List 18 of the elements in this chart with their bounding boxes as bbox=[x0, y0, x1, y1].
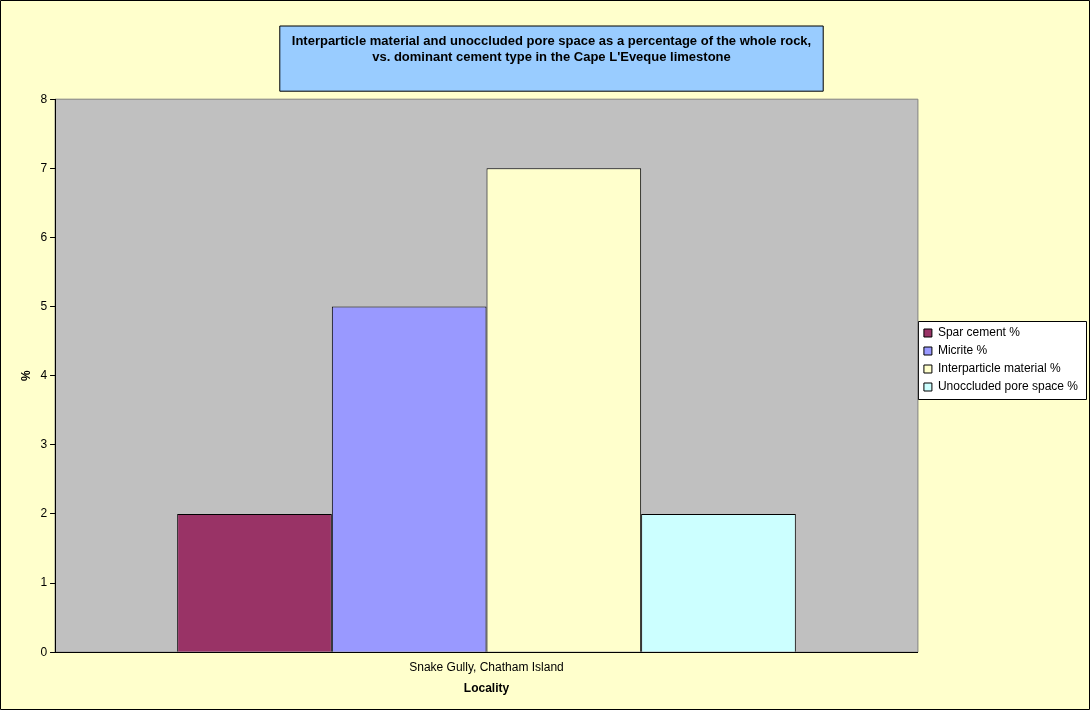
legend-label: Spar cement % bbox=[937, 325, 1021, 340]
y-tick-label: 6 bbox=[40, 229, 48, 244]
text: Interparticle material and unoccluded pore space as a percentage of the whole rock, bbox=[291, 33, 812, 49]
text: vs. dominant cement type in the Cape L'Eveque limestone bbox=[372, 48, 731, 64]
y-tick-label: 0 bbox=[40, 644, 48, 659]
y-tick-label: 5 bbox=[40, 298, 48, 313]
x-tick-label: Snake Gully, Chatham Island bbox=[409, 659, 564, 674]
y-tick-label: 2 bbox=[40, 506, 48, 521]
y-tick-label: 3 bbox=[40, 437, 48, 452]
legend-label: Interparticle material % bbox=[937, 361, 1061, 376]
y-tick-label: 4 bbox=[40, 368, 48, 383]
y-tick-label: 7 bbox=[40, 160, 48, 175]
y-axis-title: % bbox=[18, 370, 33, 382]
y-tick-label: 1 bbox=[40, 575, 48, 590]
y-tick-label: 8 bbox=[40, 91, 48, 106]
legend-label: Unoccluded pore space % bbox=[937, 379, 1079, 394]
legend-label: Micrite % bbox=[937, 343, 988, 358]
x-axis-title: Locality bbox=[463, 681, 510, 696]
